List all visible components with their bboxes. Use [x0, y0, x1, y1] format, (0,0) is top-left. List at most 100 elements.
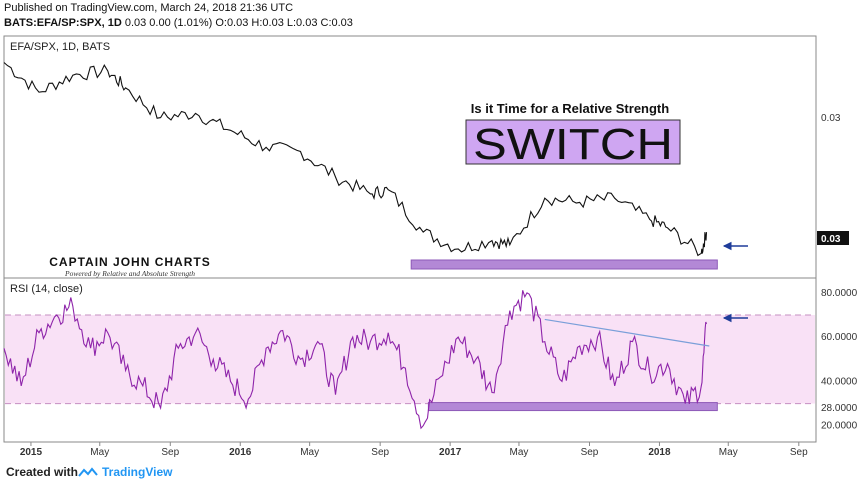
rsi-point — [404, 367, 407, 370]
price-point — [37, 91, 40, 94]
rsi-point — [265, 347, 268, 350]
x-axis-tick-label: May — [719, 447, 738, 458]
ohlc-values: 0.03 0.00 (1.01%) O:0.03 H:0.03 L:0.03 C… — [124, 17, 353, 29]
x-axis-tick-label: Sep — [790, 447, 808, 458]
price-point — [334, 175, 337, 178]
rsi-point — [212, 358, 215, 361]
rsi-point — [666, 362, 669, 365]
rsi-point — [525, 291, 528, 294]
price-point — [613, 197, 616, 200]
rsi-point — [71, 305, 74, 308]
x-axis-tick-label: 2017 — [439, 447, 462, 458]
rsi-point — [705, 322, 708, 325]
rsi-point — [578, 345, 581, 348]
rsi-point — [474, 358, 477, 361]
rsi-point — [177, 347, 180, 350]
price-point — [666, 226, 669, 229]
price-point — [369, 192, 372, 195]
price-arrow-icon — [722, 241, 748, 251]
x-axis-tick-label: May — [510, 447, 529, 458]
price-point — [71, 74, 74, 77]
rsi-axis-tick-label: 20.0000 — [821, 421, 858, 432]
rsi-point — [229, 380, 232, 383]
price-support-box — [410, 259, 718, 270]
rsi-trendline — [544, 318, 710, 347]
x-axis-tick-label: Sep — [161, 447, 179, 458]
price-point — [648, 218, 651, 221]
rsi-arrow-icon — [722, 313, 748, 323]
price-point — [578, 201, 581, 204]
price-point — [124, 86, 127, 89]
price-series-line — [3, 62, 708, 257]
rsi-band — [5, 315, 815, 404]
rsi-series-line — [3, 290, 708, 430]
rsi-point — [247, 398, 250, 401]
price-point — [508, 243, 511, 246]
last-value-label: 0.03 — [821, 234, 841, 245]
x-axis-tick-label: Sep — [371, 447, 389, 458]
rsi-point — [560, 380, 563, 383]
rsi-point — [20, 384, 23, 387]
rsi-axis-tick-label: 60.0000 — [821, 332, 858, 343]
rsi-point — [684, 402, 687, 405]
rsi-point — [141, 384, 144, 387]
x-axis-tick-label: May — [300, 447, 319, 458]
rsi-point — [351, 336, 354, 339]
rsi-point — [159, 407, 162, 410]
price-point — [457, 248, 460, 251]
tradingview-brand: TradingView — [102, 465, 173, 479]
symbol-name: BATS:EFA/SP:SPX, 1D — [4, 17, 122, 29]
price-point — [106, 69, 109, 72]
rsi-point — [457, 336, 460, 339]
last-value-badge — [817, 231, 849, 245]
published-label: Published on TradingView.com, March 24, … — [4, 2, 294, 14]
tradingview-logo-icon — [78, 467, 98, 477]
rsi-point — [613, 384, 616, 387]
rsi-point — [422, 424, 425, 427]
price-pane — [3, 35, 817, 279]
x-axis-tick-label: Sep — [581, 447, 599, 458]
rsi-axis-tick-label: 28.0000 — [821, 403, 858, 414]
rsi-point — [387, 331, 390, 334]
rsi-point — [3, 347, 6, 350]
tradingview-link[interactable]: TradingView — [78, 465, 172, 479]
rsi-point — [316, 340, 319, 343]
rsi-point — [700, 384, 703, 387]
rsi-point — [334, 393, 337, 396]
rsi-point — [369, 340, 372, 343]
rsi-point — [124, 369, 127, 372]
rsi-axis-tick-label: 40.0000 — [821, 376, 858, 387]
price-point — [422, 231, 425, 234]
brand-name: CAPTAIN JOHN CHARTS — [49, 255, 210, 269]
rsi-point — [106, 331, 109, 334]
chart-area[interactable]: EFA/SPX, 1D, BATS RSI (14, close) Is it … — [0, 34, 866, 462]
symbol-line: BATS:EFA/SP:SPX, 1D 0.03 0.00 (1.01%) O:… — [4, 17, 353, 29]
switch-box — [465, 119, 681, 165]
annotation-title: Is it Time for a Relative Strength — [471, 101, 669, 116]
rsi-point — [281, 329, 284, 332]
price-point — [705, 231, 708, 234]
x-axis-tick-label: May — [90, 447, 109, 458]
rsi-point — [596, 336, 599, 339]
price-axis-tick-label: 0.03 — [821, 113, 841, 124]
rsi-point — [55, 314, 58, 317]
rsi-point — [89, 347, 92, 350]
brand-tagline: Powered by Relative and Absolute Strengt… — [64, 269, 195, 278]
price-point — [159, 116, 162, 119]
price-point — [194, 112, 197, 115]
rsi-point — [508, 309, 511, 312]
price-point — [3, 61, 6, 64]
price-point — [387, 188, 390, 191]
rsi-point — [631, 340, 634, 343]
price-point — [265, 146, 268, 149]
price-legend: EFA/SPX, 1D, BATS — [10, 41, 110, 53]
price-point — [229, 129, 232, 132]
rsi-point — [491, 391, 494, 394]
rsi-support-box — [427, 402, 718, 412]
rsi-point — [543, 340, 546, 343]
rsi-point — [299, 358, 302, 361]
rsi-axis-tick-label: 80.0000 — [821, 288, 858, 299]
rsi-point — [439, 376, 442, 379]
price-point — [700, 252, 703, 255]
price-point — [299, 150, 302, 153]
